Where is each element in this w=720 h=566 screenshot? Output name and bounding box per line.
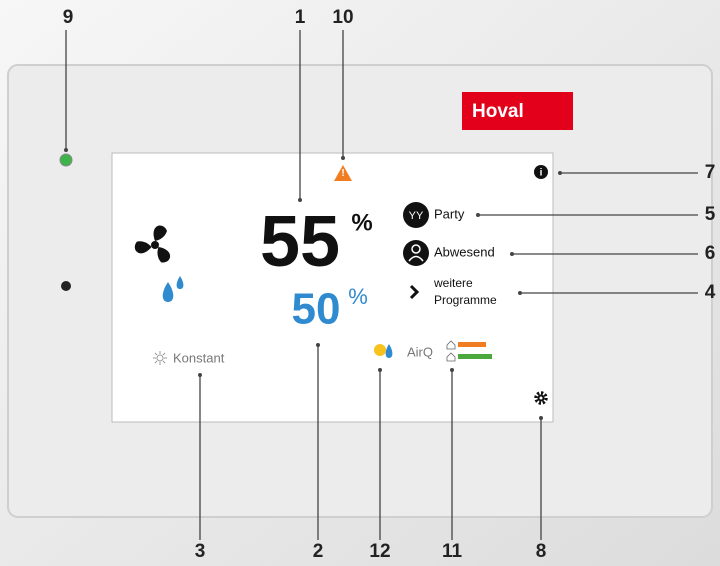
callout-number: 5 — [705, 204, 716, 225]
callout-dot — [64, 148, 68, 152]
callout-dot — [341, 156, 345, 160]
callout-number: 10 — [332, 7, 353, 28]
humidity-unit: % — [348, 284, 368, 309]
program-party[interactable]: Party — [434, 206, 465, 221]
callout-dot — [558, 171, 562, 175]
callout-number: 2 — [313, 541, 324, 562]
sensor — [61, 281, 71, 291]
warning-mark: ! — [341, 168, 344, 179]
callout-dot — [476, 213, 480, 217]
fan-level: 55 — [260, 202, 340, 282]
fan-unit: % — [351, 209, 372, 236]
callout-number: 12 — [369, 541, 390, 562]
callout-dot — [298, 198, 302, 202]
device-diagram: Hoval ! 55 % 50 % Konstant AirQ YY Party… — [0, 0, 720, 566]
callout-number: 4 — [705, 282, 716, 303]
callout-number: 7 — [705, 162, 716, 183]
page: {"device":{"brand":"Hoval"}, "screen":{"… — [0, 0, 720, 566]
callout-number: 3 — [195, 541, 206, 562]
info-glyph: i — [540, 168, 543, 179]
mode-label[interactable]: Konstant — [173, 350, 225, 365]
more-programs-line1[interactable]: weitere — [433, 276, 473, 290]
air-quality-label[interactable]: AirQ — [407, 344, 433, 359]
brand-logo: Hoval — [472, 101, 524, 122]
humidity-value: 50 — [292, 285, 341, 334]
callout-dot — [450, 368, 454, 372]
callout-dot — [198, 373, 202, 377]
callout-number: 9 — [63, 7, 74, 28]
callout-dot — [378, 368, 382, 372]
callout-number: 1 — [295, 7, 306, 28]
status-led — [60, 154, 72, 166]
more-programs-line2[interactable]: Programme — [434, 293, 497, 307]
callout-dot — [518, 291, 522, 295]
callout-dot — [316, 343, 320, 347]
callout-dot — [539, 416, 543, 420]
callout-number: 6 — [705, 243, 716, 264]
callout-dot — [510, 252, 514, 256]
party-glyph: YY — [409, 210, 424, 222]
callout-number: 8 — [536, 541, 547, 562]
program-away[interactable]: Abwesend — [434, 244, 495, 259]
callout-number: 11 — [442, 541, 463, 562]
